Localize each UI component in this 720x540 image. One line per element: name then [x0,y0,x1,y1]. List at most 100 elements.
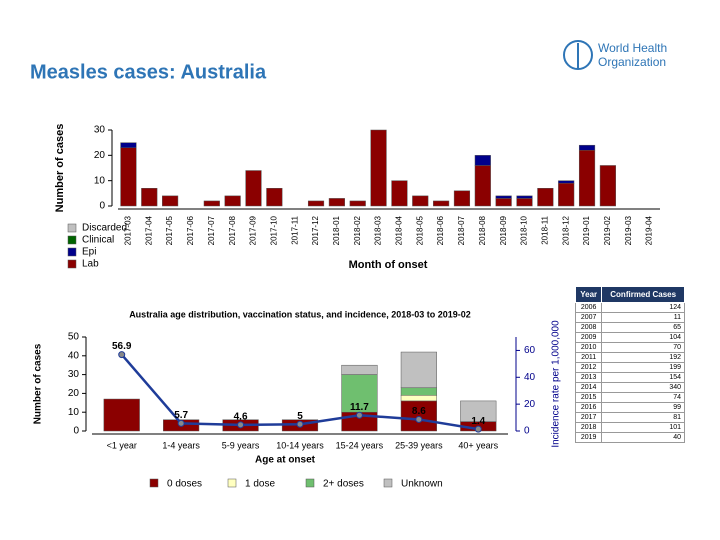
x-axis-label: Month of onset [349,259,428,271]
bar-segment [120,142,137,148]
legend-label: Epi [82,247,96,258]
bar-segment [103,398,140,432]
bar-segment [400,351,437,389]
y-tick-label: 20 [68,388,80,399]
y-tick-label: 10 [94,175,106,186]
legend-swatch [67,235,77,245]
x-tick-label: 2018-01 [332,215,341,245]
slide-title: Measles cases: Australia [30,61,267,83]
y-tick-label: 50 [68,332,80,343]
line-point [177,419,185,427]
y-axis-label: Number of cases [33,343,44,424]
bar-segment [537,188,554,207]
table-cell: 340 [601,382,685,393]
table-cell: 2015 [574,392,603,403]
table-cell: 2010 [574,342,603,353]
bar-segment [599,165,616,207]
table-row: 2008 65 [574,322,685,333]
legend-swatch [305,478,315,488]
bar-segment [433,200,450,207]
x-tick-label: 2018-05 [415,215,424,245]
x-tick-label: 2017-04 [144,215,153,245]
legend-label: 1 dose [245,479,275,490]
legend-swatch [227,478,237,488]
x-tick-label: 2018-06 [436,215,445,245]
table-row: 2012 199 [574,362,685,373]
table-row: 2009 104 [574,332,685,343]
x-tick-label: 2019-02 [603,215,612,245]
legend-label: Lab [82,259,99,270]
logo-emblem [563,40,593,70]
data-label: 4.6 [234,411,248,422]
bar-segment [400,387,437,396]
table-cell: 81 [601,412,685,423]
x-tick-label: 1-4 years [162,440,200,450]
x-tick-label: 2018-09 [499,215,508,245]
x-tick-label: 2019-03 [624,215,633,245]
data-label: 5.7 [174,410,188,421]
legend-swatch [383,478,393,488]
table-cell: 65 [601,322,685,333]
table-cell: 124 [601,302,685,313]
who-logo: World Health Organization [563,40,667,70]
table-cell: 2012 [574,362,603,373]
x-tick-label: 40+ years [458,440,498,450]
bar-segment [453,190,471,207]
table-header: Confirmed Cases [601,286,685,303]
table-cell: 2007 [574,312,603,323]
line-point [237,421,245,429]
x-tick-label: 2018-12 [561,215,570,245]
bar-segment [516,195,533,199]
y2-tick-label: 20 [524,399,536,410]
logo-text: World Health [598,41,667,55]
table-cell: 99 [601,402,685,413]
bar-segment [495,195,512,199]
table-cell: 2018 [574,422,603,433]
bar-segment [120,147,137,207]
table-row: 2019 40 [574,432,685,443]
x-tick-label: 2018-03 [374,215,383,245]
bar-segment [412,195,429,207]
data-label: 11.7 [350,402,369,413]
x-tick-label: 2017-08 [228,215,237,245]
table-cell: 70 [601,342,685,353]
bar-segment [341,364,378,375]
table-cell: 192 [601,352,685,363]
table-cell: 40 [601,432,685,443]
table-row: 2016 99 [574,402,685,413]
y-tick-label: 0 [73,426,79,437]
x-tick-label: 10-14 years [276,440,324,450]
x-tick-label: 2017-09 [249,215,258,245]
bar-segment [474,155,491,166]
bar-segment [400,395,437,402]
table-cell: 2009 [574,332,603,343]
table-row: 2018 101 [574,422,685,433]
table-cell: 11 [601,312,685,323]
x-tick-label: 2017-11 [290,215,299,244]
x-tick-label: 2017-03 [124,215,133,245]
table-cell: 2019 [574,432,603,443]
table-header: Year [574,286,603,303]
table-cell: 2014 [574,382,603,393]
y-tick-label: 20 [94,150,106,161]
x-tick-label: 2018-04 [395,215,404,245]
table-row: 2017 81 [574,412,685,423]
x-tick-label: 2018-08 [478,215,487,245]
y-tick-label: 0 [99,201,105,212]
bar-segment [516,198,533,207]
table-cell: 2008 [574,322,603,333]
line-point [355,411,363,419]
bar-segment [474,165,491,207]
table-row: 2013 154 [574,372,685,383]
bar-segment [203,200,220,207]
x-tick-label: 25-39 years [395,440,443,450]
line-point [415,415,423,423]
x-tick-label: 2018-10 [520,215,529,245]
y2-tick-label: 0 [524,426,530,437]
data-label: 56.9 [112,341,132,352]
bar-segment [460,400,497,422]
x-tick-label: 2019-04 [645,215,654,245]
x-tick-label: 5-9 years [222,440,260,450]
